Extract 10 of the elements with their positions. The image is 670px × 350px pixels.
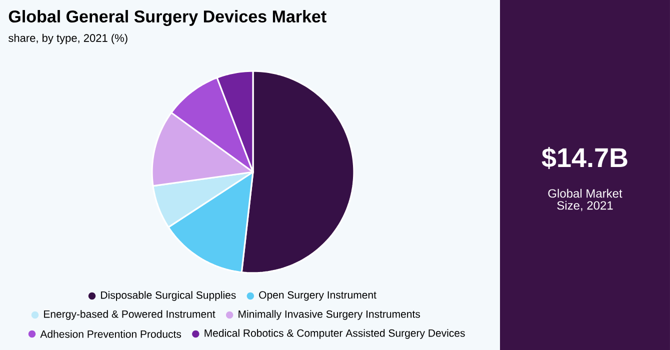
legend-label: Minimally Invasive Surgery Instruments [238, 310, 420, 320]
legend-label: Open Surgery Instrument [259, 291, 376, 301]
legend-label: Adhesion Prevention Products [40, 330, 182, 338]
text: Global Market Size, 2021 [548, 188, 622, 212]
legend-label: Energy-based & Powered Instrument [44, 310, 216, 320]
chart-subtitle: share, by type, 2021 (%) [8, 34, 128, 44]
legend-label: Medical Robotics & Computer Assisted Surgery Devices [204, 329, 465, 339]
chart-title: Global General Surgery Devices Market [8, 10, 326, 26]
legend-label: Disposable Surgical Supplies [101, 291, 236, 301]
text: $14.7B [542, 146, 628, 170]
